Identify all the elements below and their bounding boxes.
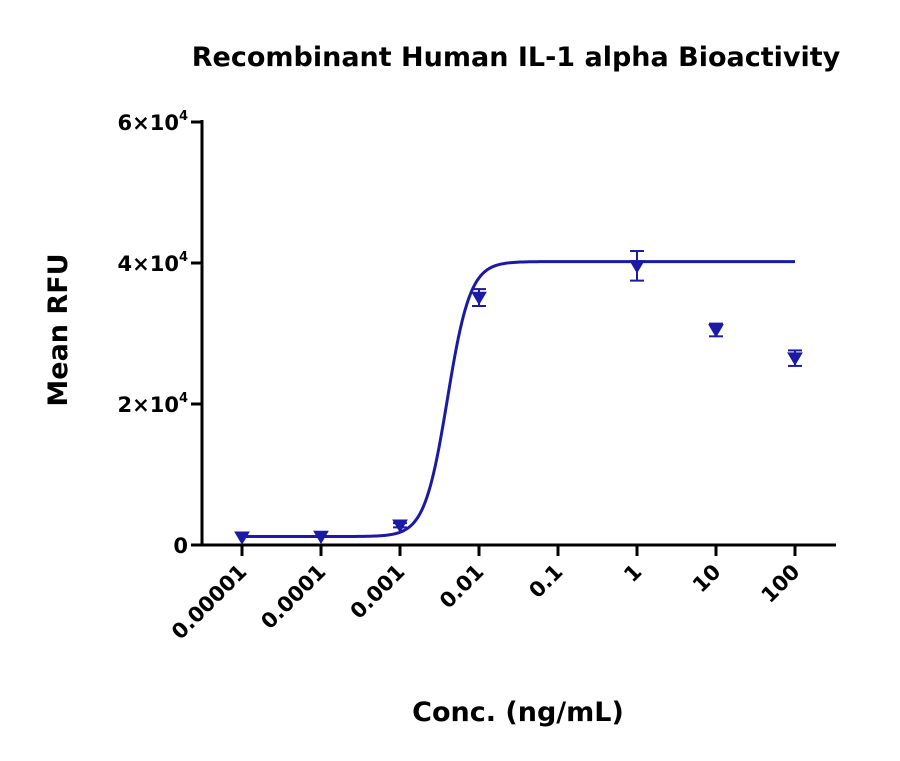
x-axis-label: Conc. (ng/mL): [412, 697, 624, 728]
x-tick-label: 0.1: [524, 560, 567, 603]
x-tick-label: 10: [688, 560, 726, 598]
y-tick-label: 2×104: [118, 391, 188, 417]
data-point: [629, 250, 645, 282]
y-tick-label: 0: [173, 534, 188, 558]
x-tick-label: 100: [757, 560, 805, 608]
data-point: [392, 519, 408, 533]
fit-curve-layer: [242, 260, 795, 539]
x-tick-label: 0.00001: [167, 560, 252, 645]
data-point: [471, 288, 487, 308]
x-tick-label: 0.001: [346, 560, 410, 624]
chart-title: Recombinant Human IL-1 alpha Bioactivity: [192, 42, 841, 73]
y-tick-label: 4×104: [118, 250, 188, 276]
data-marker: [313, 530, 329, 545]
data-marker: [708, 324, 724, 338]
y-tick-label: 6×104: [118, 109, 188, 135]
data-point: [708, 322, 724, 338]
fit-curve: [242, 260, 795, 539]
x-tick-label: 0.0001: [256, 560, 330, 634]
x-tick-label: 0.01: [435, 560, 489, 614]
data-marker: [787, 352, 803, 366]
axes: 0 2×104 4×104 6×104 0.00001 0.0001 0.001 0.01 0.…: [118, 109, 836, 644]
y-axis-label: Mean RFU: [43, 253, 74, 406]
data-point: [234, 531, 250, 545]
data-marker: [471, 291, 487, 306]
data-point: [313, 530, 329, 545]
data-marker: [392, 519, 408, 533]
x-tick-label: 1: [619, 560, 646, 587]
data-marker: [234, 531, 250, 545]
data-point: [787, 349, 803, 367]
data-marker: [629, 260, 645, 274]
data-points-layer: [234, 250, 803, 545]
